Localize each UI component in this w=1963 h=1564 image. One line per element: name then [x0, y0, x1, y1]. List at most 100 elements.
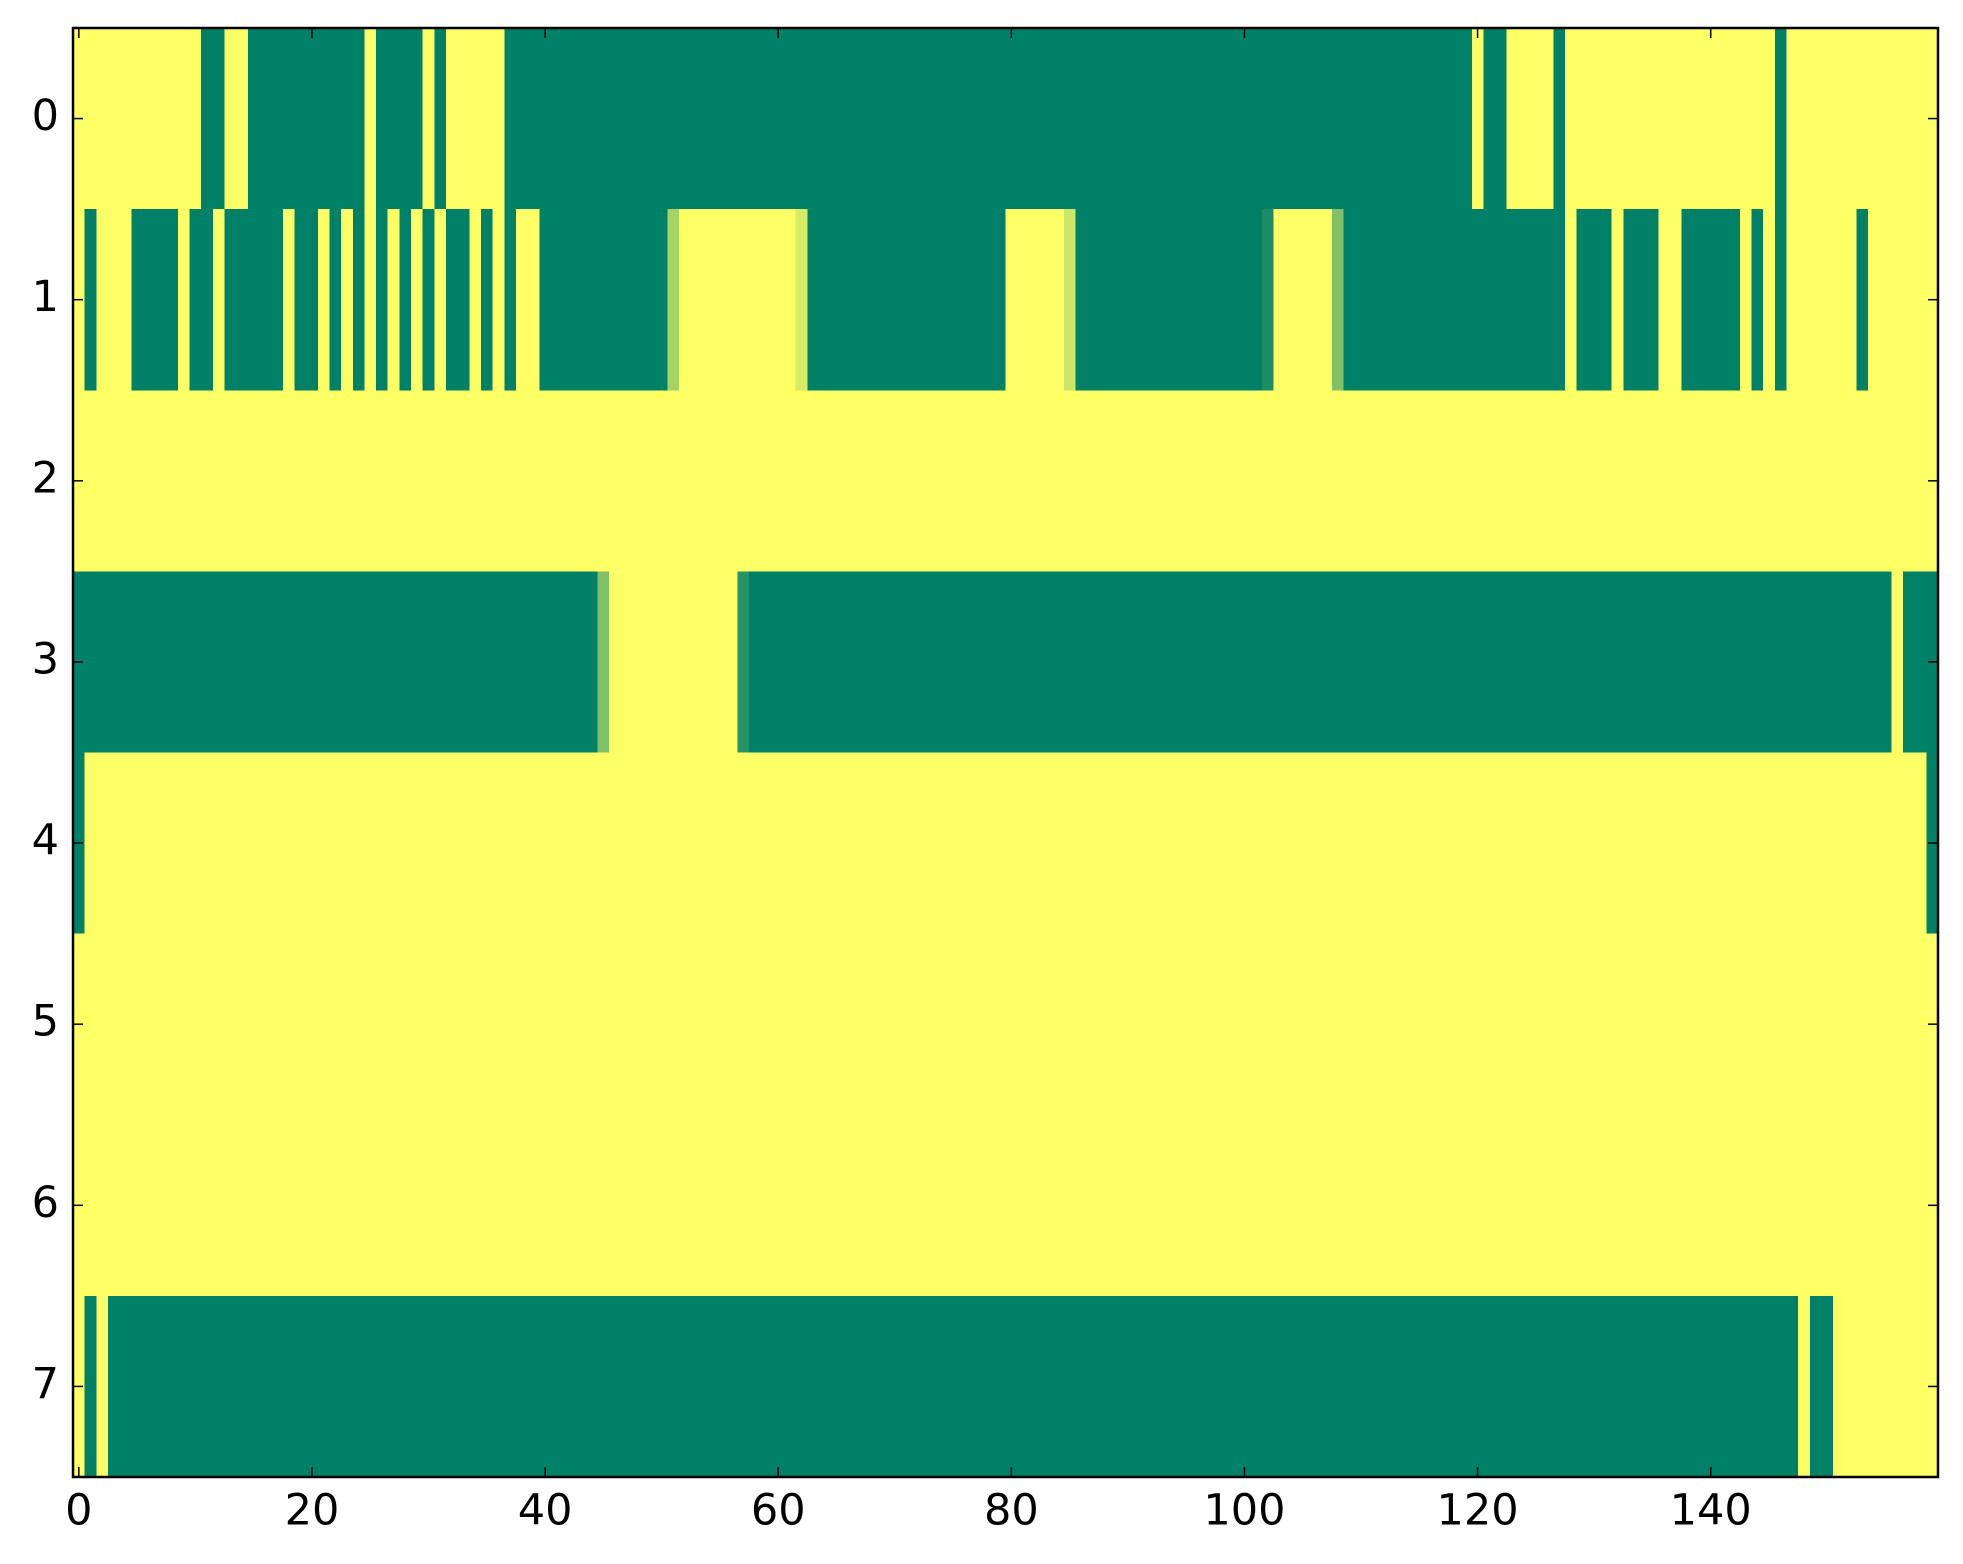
heatmap-cell	[1087, 1295, 1100, 1478]
heatmap-cell	[993, 1295, 1006, 1478]
heatmap-cell	[341, 209, 354, 391]
heatmap-cell	[212, 571, 225, 753]
heatmap-cell	[1483, 390, 1496, 572]
heatmap-cell	[236, 209, 249, 391]
heatmap-cell	[609, 571, 622, 753]
heatmap-cell	[1646, 1114, 1659, 1297]
heatmap-cell	[1798, 28, 1811, 210]
heatmap-cell	[982, 28, 995, 210]
heatmap-cell	[1215, 1295, 1228, 1478]
heatmap-cell	[1460, 752, 1473, 935]
heatmap-cell	[504, 571, 517, 753]
heatmap-cell	[620, 752, 633, 935]
heatmap-cell	[1809, 1295, 1822, 1478]
heatmap-cell	[1366, 571, 1379, 753]
heatmap-cell	[177, 28, 190, 210]
heatmap-cell	[1704, 1114, 1717, 1297]
heatmap-cell	[1751, 1114, 1764, 1297]
heatmap-cell	[690, 28, 703, 210]
heatmap-cell	[807, 390, 820, 572]
heatmap-cell	[259, 1295, 272, 1478]
heatmap-cell	[1331, 571, 1344, 753]
heatmap-cell	[411, 209, 424, 391]
heatmap-cell	[923, 752, 936, 935]
heatmap-cell	[912, 752, 925, 935]
heatmap-cell	[714, 571, 727, 753]
heatmap-cell	[271, 209, 284, 391]
heatmap-cell	[282, 209, 295, 391]
heatmap-cell	[1261, 390, 1274, 572]
heatmap-cell	[1285, 390, 1298, 572]
heatmap-cell	[1704, 390, 1717, 572]
heatmap-cell	[947, 1295, 960, 1478]
heatmap-cell	[609, 209, 622, 391]
heatmap-cell	[1343, 1114, 1356, 1297]
heatmap-cell	[1133, 1114, 1146, 1297]
heatmap-cell	[446, 571, 459, 753]
heatmap-cell	[1192, 209, 1205, 391]
heatmap-cell	[1436, 933, 1449, 1116]
heatmap-cell	[306, 933, 319, 1116]
axes: 0 20 40 60 80 100 120 140 0 1 2 3 4 5 6 7	[32, 26, 1940, 1536]
heatmap-cell	[655, 28, 668, 210]
heatmap-cell	[1320, 933, 1333, 1116]
heatmap-cell	[539, 933, 552, 1116]
heatmap-cell	[341, 1114, 354, 1297]
heatmap-cell	[1856, 1114, 1869, 1297]
heatmap-cell	[1425, 1114, 1438, 1297]
heatmap-cell	[189, 933, 202, 1116]
heatmap-cell	[1879, 571, 1892, 753]
heatmap-cell	[585, 571, 598, 753]
heatmap-cell	[411, 390, 424, 572]
heatmap-cell	[387, 933, 400, 1116]
heatmap-cell	[1005, 752, 1018, 935]
heatmap-cell	[457, 1295, 470, 1478]
heatmap-cell	[1052, 390, 1065, 572]
heatmap-cell	[1110, 933, 1123, 1116]
heatmap-cell	[1401, 752, 1414, 935]
y-tick-label: 1	[32, 272, 59, 322]
heatmap-cell	[562, 390, 575, 572]
heatmap-cell	[1226, 571, 1240, 753]
heatmap-cell	[760, 571, 773, 753]
heatmap-cell	[1390, 390, 1403, 572]
heatmap-cell	[877, 752, 890, 935]
heatmap-cell	[96, 1114, 109, 1297]
heatmap-cell	[1681, 752, 1694, 935]
heatmap-cell	[457, 28, 470, 210]
heatmap-cell	[1669, 28, 1682, 210]
heatmap-cell	[585, 1295, 598, 1478]
heatmap-cell	[1028, 1295, 1041, 1478]
heatmap-cell	[1809, 571, 1822, 753]
heatmap-cell	[830, 571, 843, 753]
heatmap-cell	[1495, 209, 1508, 391]
heatmap-cell	[492, 933, 505, 1116]
heatmap-cell	[550, 571, 563, 753]
heatmap-cell	[1541, 571, 1554, 753]
heatmap-cell	[306, 752, 319, 935]
heatmap-cell	[714, 28, 727, 210]
heatmap-cell	[1634, 209, 1647, 391]
heatmap-cell	[329, 752, 342, 935]
heatmap-cell	[1040, 752, 1053, 935]
heatmap-cell	[1903, 390, 1916, 572]
heatmap-cell	[1891, 390, 1904, 572]
heatmap-cell	[644, 209, 657, 391]
heatmap-cell	[224, 209, 237, 391]
heatmap-cell	[1460, 1295, 1473, 1478]
heatmap-cell	[609, 390, 622, 572]
heatmap-cell	[1017, 752, 1030, 935]
heatmap-cell	[1238, 571, 1251, 753]
heatmap-cell	[1588, 752, 1601, 935]
heatmap-cell	[819, 28, 832, 210]
heatmap-cell	[1250, 752, 1263, 935]
heatmap-cell	[737, 209, 750, 391]
heatmap-cell	[912, 28, 925, 210]
heatmap-cell	[119, 209, 132, 391]
heatmap-cell	[865, 933, 878, 1116]
heatmap-cell	[1530, 1295, 1543, 1478]
x-tick-label: 60	[751, 1486, 806, 1536]
heatmap-cell	[1565, 752, 1578, 935]
heatmap-cell	[96, 933, 109, 1116]
